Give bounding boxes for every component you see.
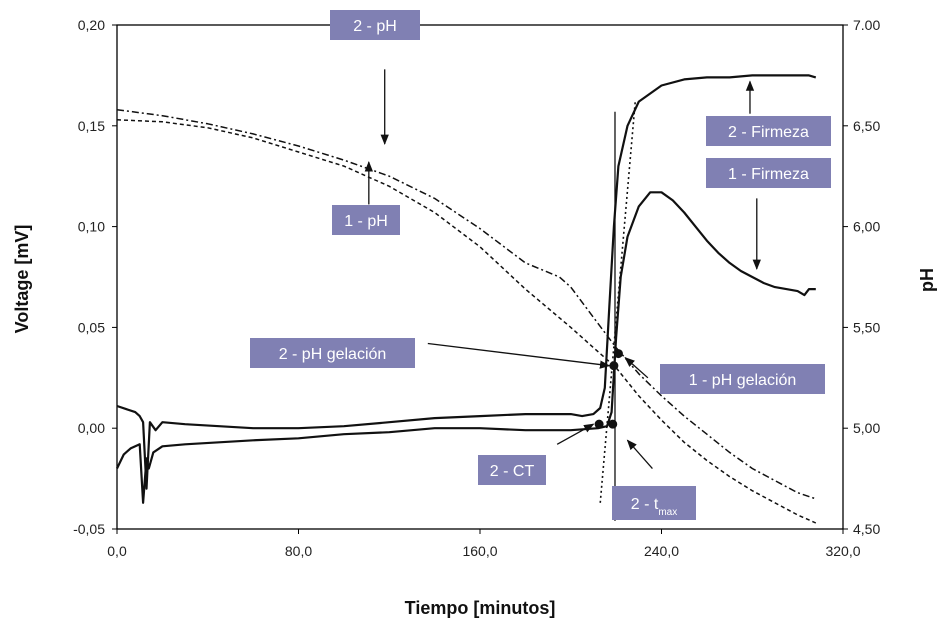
annotation-label: 2 - Firmeza — [728, 124, 809, 141]
annotation-label: 1 - pH — [344, 213, 388, 230]
y2-tick-label: 6,50 — [853, 118, 880, 134]
y-tick-label: 0,00 — [78, 420, 105, 436]
annotation-label: 2 - pH — [353, 18, 397, 35]
annotation-label: 2 - tmax — [631, 496, 677, 518]
annotation-box — [478, 455, 546, 485]
series-line-4 — [116, 108, 817, 500]
series-line-3 — [116, 119, 817, 524]
series-group — [116, 74, 817, 524]
y-tick-label: 0,20 — [78, 17, 105, 33]
annotation-box — [706, 158, 831, 188]
x-tick-label: 80,0 — [285, 543, 312, 559]
y-tick-label: 0,10 — [78, 219, 105, 235]
annotations-group: 2 - pH 1 - pH 2 - Firmeza 1 - Firmeza 2 - pH… — [250, 10, 831, 520]
series-line-1 — [116, 191, 816, 504]
annotation-label: 2 - pH gelación — [279, 346, 387, 363]
annotation-arrow — [427, 342, 611, 369]
annotation-box — [660, 364, 825, 394]
y2-tick-label: 6,00 — [853, 219, 880, 235]
annotation-box — [612, 486, 696, 520]
data-marker — [609, 361, 619, 371]
y2-tick-label: 4,50 — [853, 521, 880, 537]
y2-axis-title: pH — [917, 268, 937, 292]
data-marker — [594, 419, 604, 429]
annotation-label: 1 - Firmeza — [728, 166, 809, 183]
reference-lines — [599, 99, 637, 521]
annotation-arrow — [626, 439, 653, 469]
plot-frame — [116, 24, 844, 530]
annotation-arrow — [624, 356, 649, 379]
annotation-box — [330, 10, 420, 40]
annotation-label: 1 - pH gelación — [689, 372, 797, 389]
annotation-box — [332, 205, 400, 235]
y-tick-label: 0,05 — [78, 319, 105, 335]
series-line-2 — [116, 74, 817, 490]
markers-group — [594, 349, 623, 429]
annotation-label: 2 - CT — [490, 463, 535, 480]
y2-tick-label: 5,50 — [853, 319, 880, 335]
annotation-arrow — [556, 423, 595, 445]
y-axis-title: Voltage [mV] — [12, 225, 32, 334]
x-tick-label: 240,0 — [644, 543, 679, 559]
x-tick-label: 160,0 — [462, 543, 497, 559]
y-tick-label: 0,15 — [78, 118, 105, 134]
annotation-box — [250, 338, 415, 368]
y-tick-label: -0,05 — [73, 521, 105, 537]
x-tick-label: 0,0 — [107, 543, 127, 559]
data-marker — [613, 349, 623, 359]
axes: 0,0 80,0 160,0 240,0 320,0 -0,05 0,00 0,05 0,10 0… — [73, 17, 880, 559]
y2-tick-label: 7.00 — [853, 17, 880, 33]
x-axis-title: Tiempo [minutos] — [405, 598, 556, 618]
data-marker — [608, 419, 618, 429]
annotation-box — [706, 116, 831, 146]
y2-tick-label: 5,00 — [853, 420, 880, 436]
x-tick-label: 320,0 — [825, 543, 860, 559]
